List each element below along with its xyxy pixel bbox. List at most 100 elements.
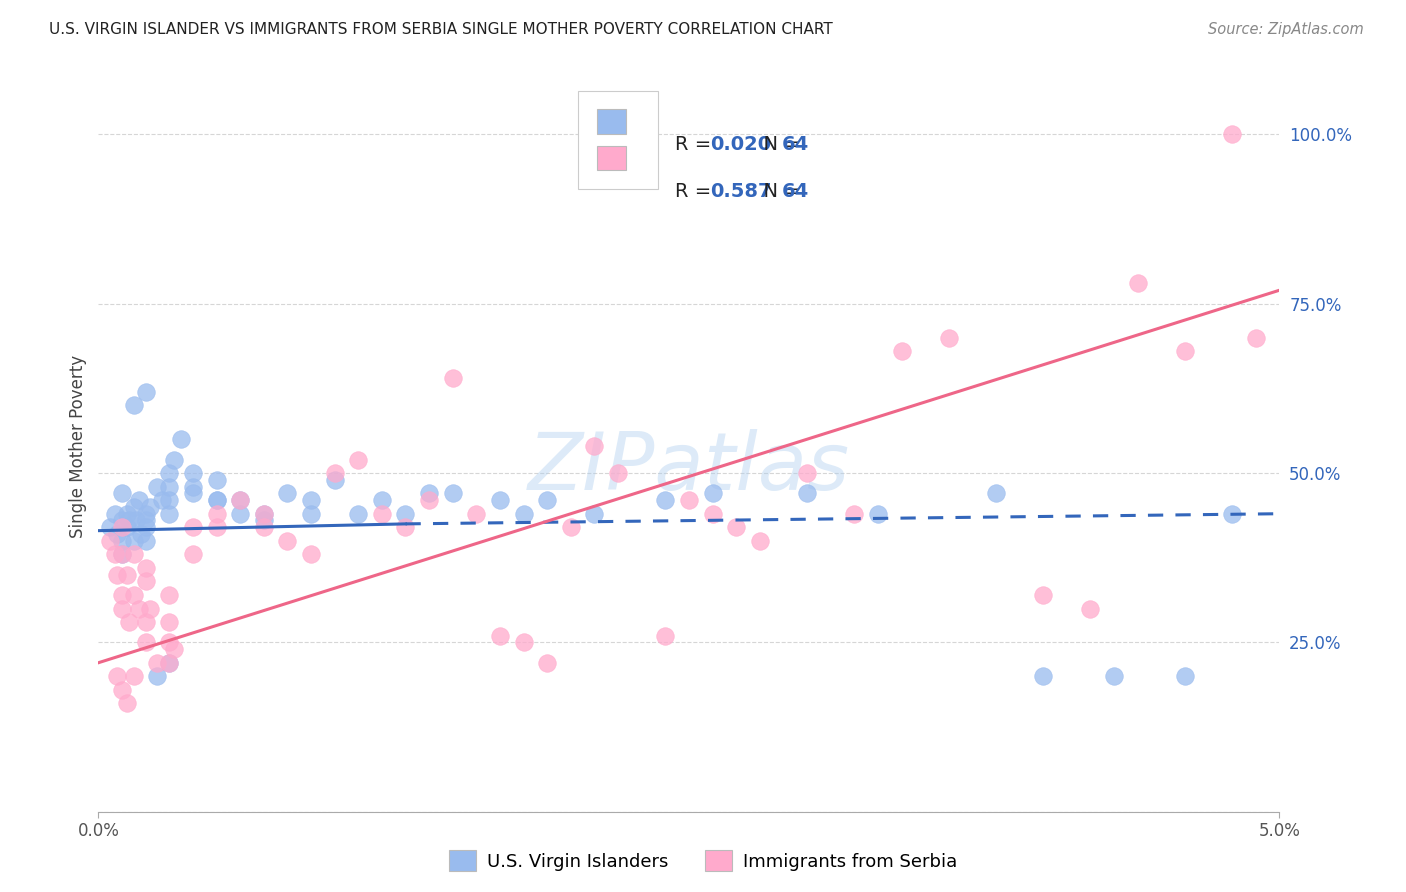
Point	[371, 507, 394, 521]
Point	[115, 567, 138, 582]
Point	[111, 533, 134, 548]
Point	[866, 507, 889, 521]
Point	[146, 656, 169, 670]
Point	[146, 669, 169, 683]
Point	[139, 500, 162, 514]
Point	[163, 452, 186, 467]
Point	[128, 601, 150, 615]
Point	[122, 500, 145, 514]
Point	[111, 588, 134, 602]
Point	[135, 384, 157, 399]
Point	[229, 493, 252, 508]
Point	[1220, 507, 1243, 521]
Point	[607, 466, 630, 480]
Point	[129, 527, 152, 541]
Point	[276, 533, 298, 548]
Point	[157, 656, 180, 670]
Text: Source: ZipAtlas.com: Source: ZipAtlas.com	[1208, 22, 1364, 37]
Point	[170, 432, 193, 446]
Point	[181, 480, 204, 494]
Text: ZIPatlas: ZIPatlas	[527, 429, 851, 507]
Point	[253, 514, 276, 528]
Point	[347, 452, 370, 467]
Point	[276, 486, 298, 500]
Point	[560, 520, 582, 534]
Point	[111, 601, 134, 615]
Point	[157, 656, 180, 670]
Point	[205, 473, 228, 487]
Point	[135, 615, 157, 629]
Text: N =: N =	[751, 136, 807, 154]
Point	[890, 344, 912, 359]
Point	[111, 486, 134, 500]
Point	[111, 682, 134, 697]
Point	[984, 486, 1007, 500]
Point	[163, 642, 186, 657]
Text: 0.020: 0.020	[710, 136, 770, 154]
Point	[394, 507, 416, 521]
Point	[441, 486, 464, 500]
Point	[394, 520, 416, 534]
Point	[135, 635, 157, 649]
Point	[111, 547, 134, 561]
Y-axis label: Single Mother Poverty: Single Mother Poverty	[69, 354, 87, 538]
Point	[489, 493, 512, 508]
Point	[371, 493, 394, 508]
Point	[111, 520, 134, 534]
Point	[135, 507, 157, 521]
Point	[181, 520, 204, 534]
Point	[205, 520, 228, 534]
Point	[299, 493, 322, 508]
Point	[157, 507, 180, 521]
Point	[536, 656, 558, 670]
Point	[122, 588, 145, 602]
Text: N =: N =	[751, 182, 807, 201]
Point	[1126, 277, 1149, 291]
Point	[118, 615, 141, 629]
Point	[465, 507, 488, 521]
Point	[181, 486, 204, 500]
Point	[157, 466, 180, 480]
Point	[122, 547, 145, 561]
Point	[323, 466, 346, 480]
Point	[418, 486, 440, 500]
Point	[122, 533, 145, 548]
Point	[157, 588, 180, 602]
Point	[111, 514, 134, 528]
Point	[748, 533, 770, 548]
Point	[205, 493, 228, 508]
Point	[115, 697, 138, 711]
Point	[205, 507, 228, 521]
Point	[583, 507, 606, 521]
Point	[1032, 669, 1054, 683]
Text: 64: 64	[782, 182, 808, 201]
Point	[938, 331, 960, 345]
Point	[135, 520, 157, 534]
Point	[104, 547, 127, 561]
Point	[122, 669, 145, 683]
Point	[105, 527, 128, 541]
Text: U.S. VIRGIN ISLANDER VS IMMIGRANTS FROM SERBIA SINGLE MOTHER POVERTY CORRELATION: U.S. VIRGIN ISLANDER VS IMMIGRANTS FROM …	[49, 22, 832, 37]
Legend: , : ,	[578, 91, 658, 189]
Point	[253, 520, 276, 534]
Point	[441, 371, 464, 385]
Point	[1244, 331, 1267, 345]
Point	[654, 493, 676, 508]
Point	[512, 635, 534, 649]
Point	[678, 493, 700, 508]
Point	[146, 480, 169, 494]
Point	[135, 533, 157, 548]
Point	[135, 574, 157, 589]
Point	[205, 493, 228, 508]
Point	[157, 615, 180, 629]
Point	[229, 507, 252, 521]
Point	[725, 520, 748, 534]
Point	[98, 533, 121, 548]
Point	[299, 507, 322, 521]
Point	[1032, 588, 1054, 602]
Point	[105, 669, 128, 683]
Point	[157, 480, 180, 494]
Point	[135, 561, 157, 575]
Point	[512, 507, 534, 521]
Point	[489, 629, 512, 643]
